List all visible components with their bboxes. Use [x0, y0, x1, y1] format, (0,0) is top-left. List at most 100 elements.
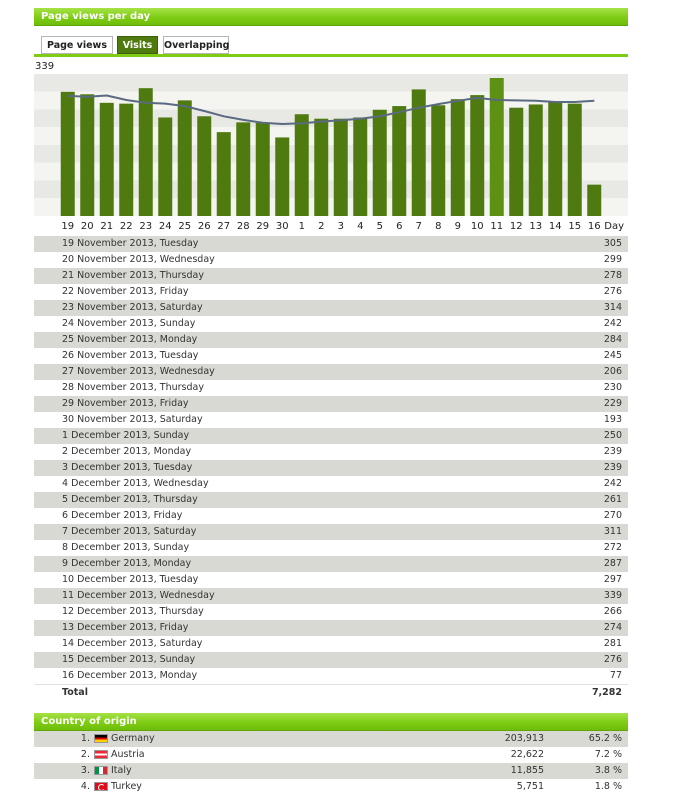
table-row: 24 November 2013, Sunday 242 — [34, 316, 628, 332]
trend-line — [67, 94, 595, 126]
chart-bar[interactable] — [80, 94, 95, 216]
x-tick-label: 10 — [471, 221, 484, 232]
date-label: 5 December 2013, Thursday — [62, 494, 198, 505]
chart-bar[interactable] — [99, 102, 114, 216]
table-row: 7 December 2013, Saturday 311 — [34, 524, 628, 540]
chart-bar[interactable] — [528, 104, 543, 216]
italy-flag-icon — [94, 766, 108, 775]
table-row: 2 December 2013, Monday 239 — [34, 444, 628, 460]
visits-value: 270 — [603, 510, 622, 521]
table-row: 9 December 2013, Monday 287 — [34, 556, 628, 572]
chart-bar[interactable] — [216, 132, 231, 216]
chart-bar[interactable] — [489, 78, 504, 216]
date-label: 25 November 2013, Monday — [62, 334, 198, 345]
x-tick-label: 26 — [198, 221, 211, 232]
x-axis-label: Day — [604, 221, 624, 232]
chart-bar[interactable] — [411, 89, 426, 216]
total-value: 7,282 — [591, 687, 622, 698]
country-percent: 65.2 % — [588, 733, 622, 744]
panel-title: Page views per day — [41, 11, 151, 22]
chart-bar[interactable] — [138, 88, 153, 216]
x-tick-label: 28 — [237, 221, 250, 232]
visits-value: 206 — [603, 366, 622, 377]
chart-bar[interactable] — [255, 122, 270, 216]
visits-value: 299 — [603, 254, 622, 265]
date-label: 14 December 2013, Saturday — [62, 638, 203, 649]
chart-bar[interactable] — [587, 184, 602, 216]
x-tick-label: 6 — [396, 221, 402, 232]
date-label: 3 December 2013, Tuesday — [62, 462, 193, 473]
country-rank: 4. — [80, 781, 90, 792]
chart-bar[interactable] — [294, 114, 309, 216]
chart-bar[interactable] — [509, 107, 524, 216]
chart-bar[interactable] — [431, 105, 446, 216]
chart-bar[interactable] — [567, 103, 582, 216]
country-name: Austria — [111, 749, 145, 760]
date-label: 29 November 2013, Friday — [62, 398, 189, 409]
grid-band — [34, 74, 628, 92]
visits-value: 281 — [603, 638, 622, 649]
visits-value: 266 — [603, 606, 622, 617]
table-row: 16 December 2013, Monday 77 — [34, 668, 628, 684]
x-tick-label: 21 — [100, 221, 113, 232]
chart-bar[interactable] — [353, 117, 368, 216]
chart-bar[interactable] — [197, 116, 212, 216]
visits-value: 278 — [603, 270, 622, 281]
date-label: 22 November 2013, Friday — [62, 286, 189, 297]
visits-value: 339 — [603, 590, 622, 601]
chart-bar[interactable] — [450, 99, 465, 216]
x-tick-label: 27 — [217, 221, 230, 232]
chart-bar[interactable] — [372, 109, 387, 216]
visits-value: 284 — [603, 334, 622, 345]
chart-bar[interactable] — [119, 103, 134, 216]
table-row: 25 November 2013, Monday 284 — [34, 332, 628, 348]
total-row: Total 7,282 — [34, 684, 628, 701]
date-label: 20 November 2013, Wednesday — [62, 254, 215, 265]
chart-bar[interactable] — [470, 95, 485, 216]
table-row: 1 December 2013, Sunday 250 — [34, 428, 628, 444]
x-tick-label: 22 — [120, 221, 133, 232]
tab-bar: Page views Visits Overlapping — [34, 36, 628, 58]
tab-page-views[interactable]: Page views — [41, 36, 113, 54]
table-row: 14 December 2013, Saturday 281 — [34, 636, 628, 652]
country-percent: 1.8 % — [594, 781, 622, 792]
tab-overlapping[interactable]: Overlapping — [163, 36, 229, 54]
chart-bar[interactable] — [177, 100, 192, 216]
germany-flag-icon — [94, 734, 108, 743]
y-max-label: 339 — [35, 61, 54, 72]
date-label: 13 December 2013, Friday — [62, 622, 189, 633]
chart-bar[interactable] — [392, 106, 407, 216]
date-label: 9 December 2013, Monday — [62, 558, 192, 569]
x-tick-label: 11 — [490, 221, 503, 232]
chart-bar[interactable] — [158, 117, 173, 216]
visits-value: 230 — [603, 382, 622, 393]
country-row: 2. Austria 22,622 7.2 % — [34, 747, 628, 763]
chart-bar[interactable] — [548, 101, 563, 216]
chart-bar[interactable] — [333, 118, 348, 216]
chart-bar[interactable] — [236, 122, 251, 216]
table-row: 15 December 2013, Sunday 276 — [34, 652, 628, 668]
statistics-panel: Page views per day Page views Visits Ove… — [34, 8, 628, 795]
date-label: 7 December 2013, Saturday — [62, 526, 197, 537]
date-label: 15 December 2013, Sunday — [62, 654, 196, 665]
chart-bar[interactable] — [60, 91, 75, 216]
country-header: Country of origin — [34, 713, 628, 731]
page-views-header: Page views per day — [34, 8, 628, 26]
table-row: 19 November 2013, Tuesday 305 — [34, 236, 628, 252]
table-row: 3 December 2013, Tuesday 239 — [34, 460, 628, 476]
visits-chart: 339 19 20 21 22 23 24 25 26 27 28 29 30 1 2 3 4 5 6 7 8 9 10 11… — [34, 58, 628, 236]
chart-bar[interactable] — [314, 118, 329, 216]
date-label: 23 November 2013, Saturday — [62, 302, 203, 313]
country-row: 4. Turkey 5,751 1.8 % — [34, 779, 628, 795]
x-tick-label: 19 — [61, 221, 74, 232]
x-tick-label: 15 — [568, 221, 581, 232]
date-label: 4 December 2013, Wednesday — [62, 478, 209, 489]
table-row: 20 November 2013, Wednesday 299 — [34, 252, 628, 268]
country-count: 11,855 — [510, 765, 544, 776]
country-name: Germany — [111, 733, 155, 744]
chart-bar[interactable] — [275, 137, 290, 216]
visits-value: 193 — [603, 414, 622, 425]
country-title: Country of origin — [41, 716, 137, 727]
tab-visits[interactable]: Visits — [117, 36, 158, 54]
